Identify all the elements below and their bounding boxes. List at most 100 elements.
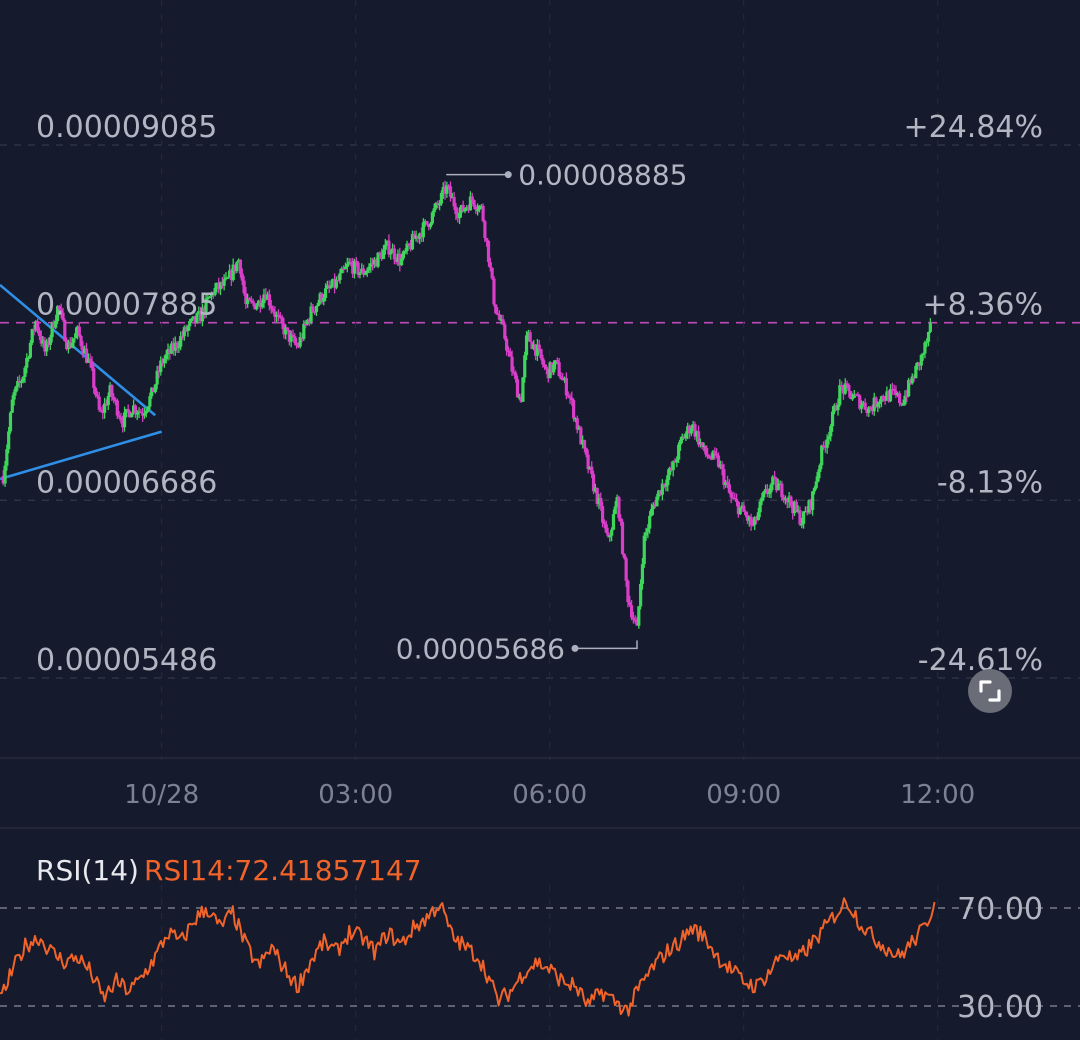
candle-body xyxy=(749,516,753,525)
candle-body xyxy=(343,266,348,269)
rsi-level-label: 70.00 xyxy=(957,892,1043,927)
candle-body xyxy=(465,207,469,209)
candle-body xyxy=(256,300,261,306)
candle-body xyxy=(367,266,371,271)
candle-body xyxy=(655,496,659,507)
candle-body xyxy=(204,298,208,315)
high-dot xyxy=(504,171,512,179)
candle-body xyxy=(117,415,121,418)
candle-body xyxy=(338,273,342,281)
candle-body xyxy=(479,205,483,208)
candle-body xyxy=(823,446,827,448)
expand-button[interactable] xyxy=(968,669,1012,713)
candle-body xyxy=(604,524,608,533)
candle-body xyxy=(222,279,226,286)
candle-body xyxy=(517,396,521,399)
candle-body xyxy=(133,405,138,414)
candle-body xyxy=(74,333,78,339)
candle-body xyxy=(523,355,527,378)
candle-body xyxy=(260,303,264,308)
candle-body xyxy=(409,245,413,250)
candle-body xyxy=(238,259,243,274)
candle-body xyxy=(534,344,538,356)
candle-body xyxy=(486,240,491,263)
candle-body xyxy=(166,348,170,355)
candle-body xyxy=(874,397,878,407)
candle-body xyxy=(255,305,259,310)
candle-body xyxy=(369,263,373,267)
candle-body xyxy=(294,342,299,346)
candle-body xyxy=(300,336,304,339)
candle-body xyxy=(606,532,610,537)
candle-body xyxy=(850,397,855,400)
candle-body xyxy=(713,451,717,454)
candle-body xyxy=(707,456,712,459)
candle-body xyxy=(738,507,742,515)
candle-body xyxy=(407,243,411,246)
candle-body xyxy=(467,207,471,211)
candle-body xyxy=(907,379,911,397)
candle-body xyxy=(199,310,203,322)
candle-body xyxy=(345,264,349,267)
candle-body xyxy=(789,496,793,506)
price-grid xyxy=(0,0,1080,829)
candle-body xyxy=(112,396,116,400)
candle-body xyxy=(644,532,648,536)
candle-body xyxy=(45,341,49,352)
candle-body xyxy=(564,378,568,396)
candle-body xyxy=(50,322,54,338)
candle-body xyxy=(46,341,51,345)
candle-body xyxy=(291,334,295,337)
candle-body xyxy=(322,298,326,302)
candle-body xyxy=(249,300,253,302)
candle-body xyxy=(88,359,92,362)
candle-body xyxy=(52,322,56,328)
candle-body xyxy=(227,270,232,278)
candle-body xyxy=(179,336,183,347)
candle-body xyxy=(39,336,43,344)
candle-body xyxy=(506,350,511,353)
candle-body xyxy=(441,186,445,193)
candle-body xyxy=(718,464,722,467)
candle-body xyxy=(747,516,751,521)
candle-body xyxy=(162,358,166,364)
candle-body xyxy=(81,346,85,354)
candle-body xyxy=(132,405,136,414)
candle-body xyxy=(8,412,13,432)
candle-body xyxy=(865,409,869,413)
y-tick-label: 0.00005486 xyxy=(36,643,217,678)
trendline xyxy=(0,430,163,481)
y-tick-label: 0.00007885 xyxy=(36,288,217,323)
candle-body xyxy=(267,294,272,306)
candle-body xyxy=(86,359,90,363)
low-connector xyxy=(575,640,638,650)
expand-icon xyxy=(979,680,1001,702)
candle-body xyxy=(90,361,94,369)
candle-body xyxy=(412,234,416,239)
candle-body xyxy=(470,196,474,201)
candle-body xyxy=(812,487,817,492)
candle-body xyxy=(814,481,818,488)
candle-body xyxy=(153,384,157,393)
candle-body xyxy=(495,313,500,315)
candle-body xyxy=(624,558,628,581)
candle-body xyxy=(189,318,194,322)
candle-body xyxy=(834,405,838,411)
candle-body xyxy=(209,292,214,297)
candle-body xyxy=(476,209,480,212)
candle-body xyxy=(314,305,319,312)
trendlines xyxy=(0,283,163,481)
candle-body xyxy=(77,326,81,336)
candle-body xyxy=(84,348,89,363)
candle-body xyxy=(696,431,701,445)
candle-body xyxy=(177,346,181,349)
candle-body xyxy=(155,370,159,385)
candle-body xyxy=(438,203,442,206)
candle-body xyxy=(188,321,192,327)
candle-body xyxy=(899,403,903,405)
candle-body xyxy=(801,511,806,524)
candle-body xyxy=(37,330,42,337)
candle-body xyxy=(653,504,657,507)
candle-body xyxy=(372,259,377,265)
